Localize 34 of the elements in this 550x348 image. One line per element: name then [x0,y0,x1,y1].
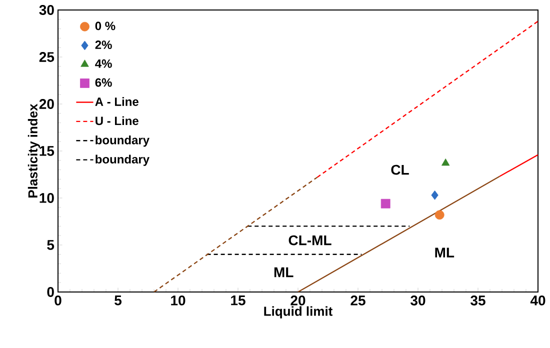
y-tick-label: 20 [39,99,54,109]
x-tick-label: 0 [54,296,62,306]
legend-label: 2% [95,40,112,50]
x-tick-label: 5 [114,296,122,306]
annotation: ML [274,267,294,278]
legend-label: boundary [96,136,150,147]
y-tick-label: 25 [39,52,54,62]
x-axis-title: Liquid limit [264,306,333,318]
annotation: CL-ML [288,235,332,246]
legend-label: U - Line [96,116,138,126]
point [431,190,438,200]
legend-label: 0 % [95,22,116,30]
legend-label: 6% [95,78,112,87]
y-tick-label: 5 [47,240,54,250]
annotation: ML [435,248,454,258]
y-tick-label: 30 [39,5,54,15]
x-tick-label: 35 [470,296,486,306]
point [441,158,450,166]
legend-label: boundary [96,154,150,166]
y-tick-label: 15 [40,146,54,156]
point [434,210,444,220]
x-tick-label: 15 [231,296,246,306]
legend-label: 4% [95,59,112,68]
point [380,198,390,208]
x-tick-label: 20 [290,296,306,306]
x-tick-label: 25 [350,296,366,306]
y-tick-label: 0 [47,287,54,297]
annotation: CL [391,164,409,175]
x-tick-label: 40 [530,296,546,306]
x-tick-label: 30 [410,296,426,306]
y-tick-label: 10 [40,193,54,203]
x-tick-label: 10 [171,296,186,306]
y-axis-title: Plasticity index [28,104,40,198]
legend-label: A - Line [95,97,138,106]
